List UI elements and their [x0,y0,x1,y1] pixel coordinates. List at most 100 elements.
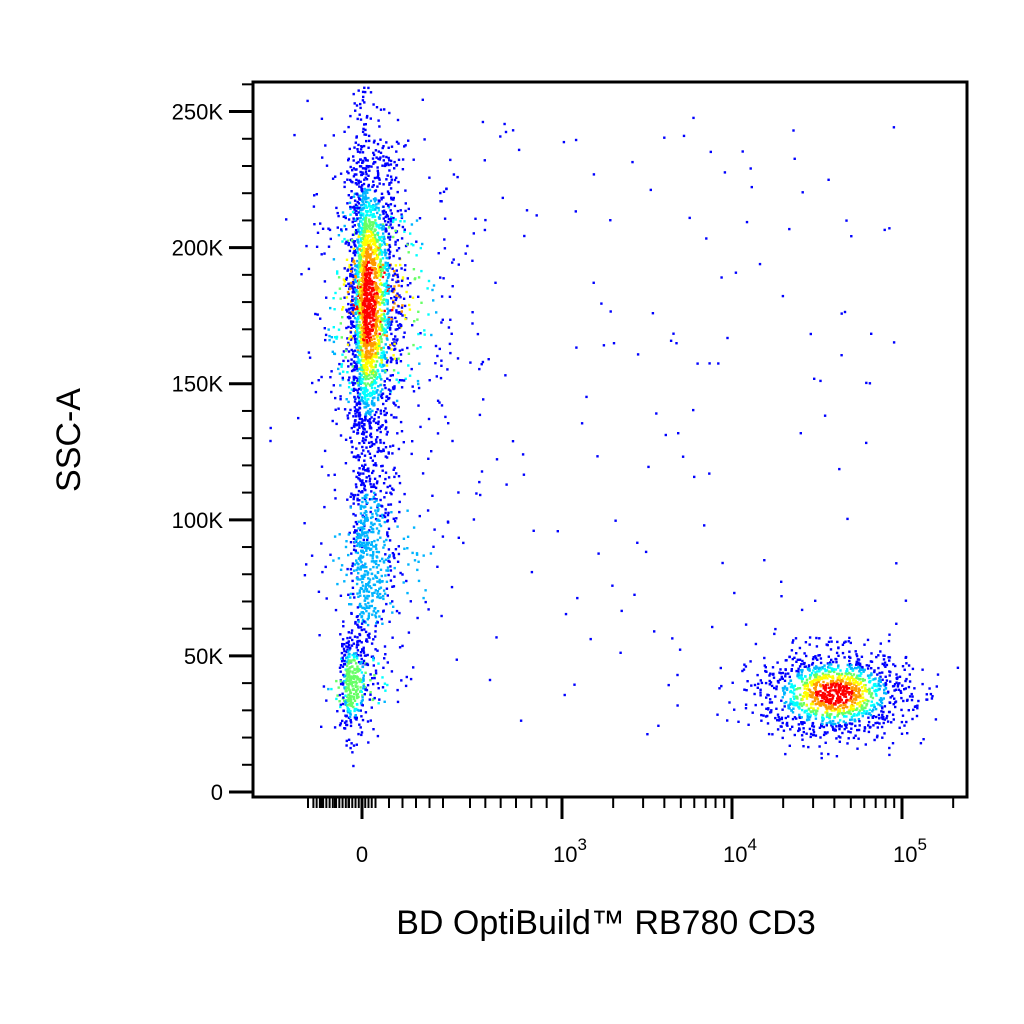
data-point [363,223,366,226]
data-point [339,297,342,300]
data-point [873,678,876,681]
data-point [359,226,362,229]
data-point [391,611,394,614]
data-point [380,395,383,398]
data-point [377,508,380,511]
data-point [885,717,888,720]
data-point [358,723,361,726]
data-point [857,728,861,732]
data-point [867,699,870,703]
data-point [380,295,383,298]
data-point [367,547,370,550]
data-point [753,692,756,696]
data-point [395,164,398,167]
data-point [327,245,331,248]
data-point [352,377,356,380]
data-point [372,565,375,569]
data-point [385,433,388,436]
data-point [383,514,386,517]
data-point [857,661,860,664]
data-point [341,656,344,659]
data-point [363,654,367,657]
data-point [360,703,364,706]
data-point [855,684,858,688]
data-point [407,563,410,566]
data-point [386,513,390,517]
data-point [836,676,839,679]
data-point [394,316,397,320]
data-point [380,396,384,400]
data-point [360,541,364,545]
data-point [928,687,931,690]
data-point [346,170,349,173]
data-point [793,684,796,687]
data-point [368,274,371,277]
data-point [378,251,381,254]
data-point [804,675,807,678]
data-point [389,360,393,363]
data-point [357,572,360,575]
data-point [343,296,346,299]
data-point [361,171,364,174]
data-point [387,156,390,160]
data-point [439,191,442,195]
data-point [857,663,860,666]
data-point [339,703,342,706]
data-point [366,571,370,575]
data-point [366,224,369,227]
data-point [350,695,354,698]
data-point [361,620,364,623]
data-point [373,272,376,275]
data-point [879,650,882,653]
data-point [352,656,356,659]
data-point [307,267,311,271]
data-point [372,373,376,376]
data-point [389,343,392,347]
data-point [813,699,817,703]
data-point [843,675,847,678]
data-point [886,691,890,694]
data-point [856,702,859,705]
data-point [390,357,393,360]
data-point [831,684,834,687]
data-point [357,563,360,566]
data-point [335,337,338,340]
data-point [363,191,367,195]
data-point [373,205,376,208]
data-point [376,211,379,215]
data-point [852,682,856,685]
data-point [368,422,371,425]
data-point [375,203,378,206]
data-point [358,417,361,421]
data-point [357,222,360,226]
data-point [370,384,373,387]
data-point [371,283,374,286]
data-point [354,622,357,625]
data-point [378,326,381,329]
data-point [354,685,358,688]
data-point [400,237,404,240]
data-point [344,284,348,287]
data-point [346,656,349,659]
data-point [359,364,363,367]
data-point [830,685,833,689]
data-point [894,705,897,709]
data-point [379,290,382,294]
data-point [360,186,363,189]
data-point [387,451,390,454]
data-point [956,666,960,669]
data-point [363,382,366,385]
data-point [359,350,362,354]
data-point [374,315,378,318]
data-point [376,240,379,243]
data-point [370,394,373,397]
data-point [360,296,363,299]
data-point [370,229,373,232]
data-point [373,583,377,587]
data-point [359,536,362,540]
data-point [371,599,374,602]
data-point [837,646,840,650]
data-point [357,643,360,646]
data-point [850,704,853,708]
data-point [369,261,373,265]
